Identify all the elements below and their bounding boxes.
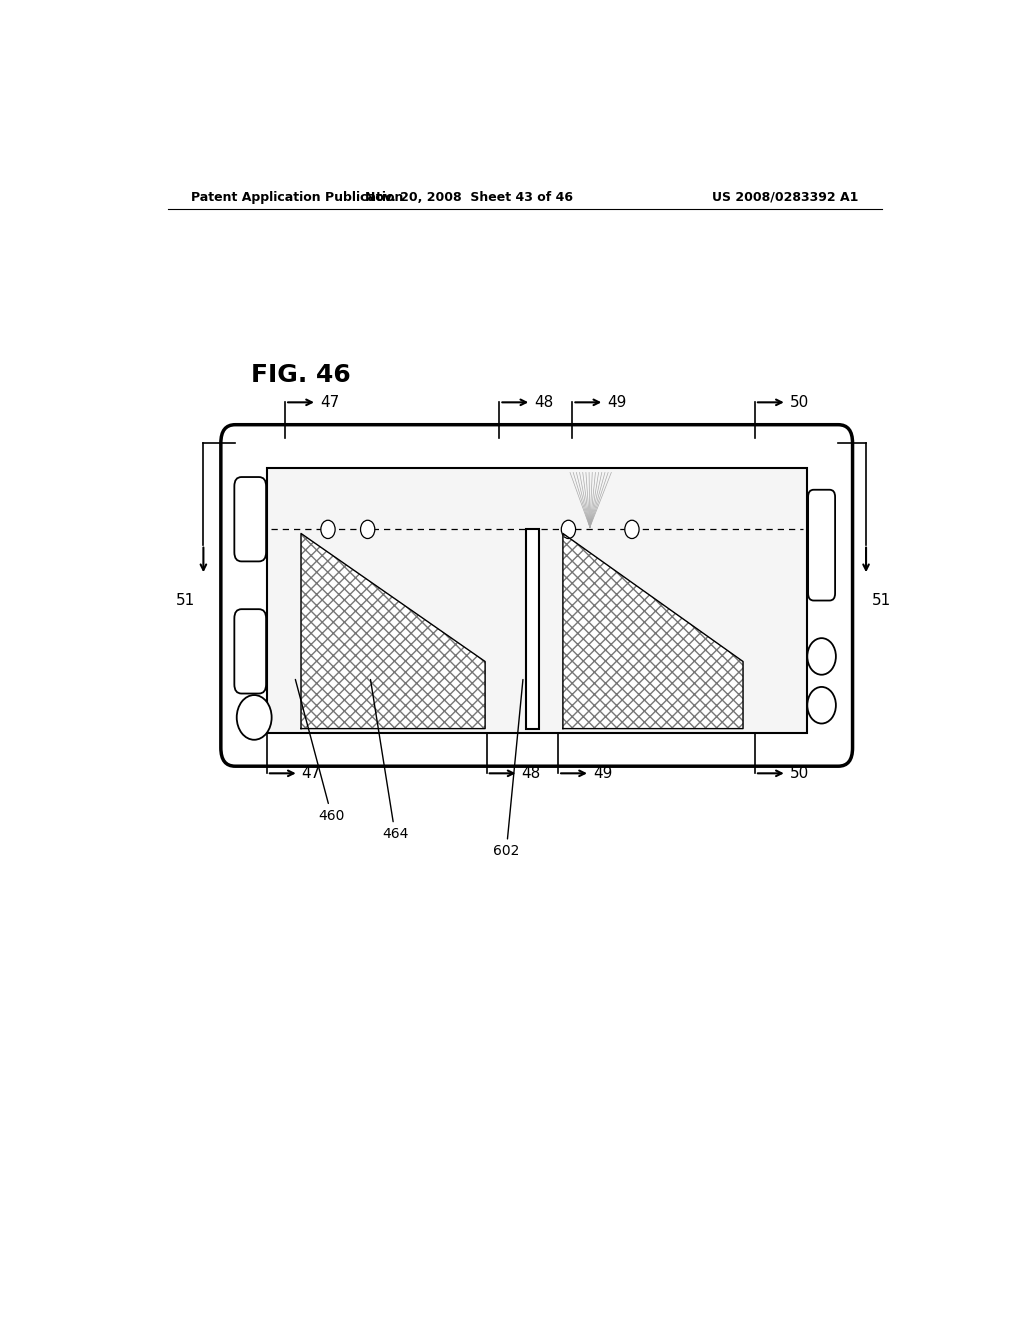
Text: 464: 464 [371, 680, 409, 841]
Text: 51: 51 [175, 594, 195, 609]
Text: 49: 49 [593, 766, 612, 781]
Circle shape [807, 638, 836, 675]
Text: 50: 50 [790, 766, 809, 781]
Text: 47: 47 [321, 395, 339, 409]
Text: Patent Application Publication: Patent Application Publication [191, 191, 403, 203]
Text: 48: 48 [535, 395, 554, 409]
Circle shape [360, 520, 375, 539]
Text: 48: 48 [521, 766, 541, 781]
Bar [526, 529, 539, 729]
Circle shape [625, 520, 639, 539]
Text: US 2008/0283392 A1: US 2008/0283392 A1 [712, 191, 858, 203]
Circle shape [321, 520, 335, 539]
Text: FIG. 46: FIG. 46 [251, 363, 351, 387]
Text: 460: 460 [295, 680, 345, 822]
Text: 602: 602 [494, 680, 523, 858]
FancyBboxPatch shape [808, 490, 836, 601]
Bar [267, 469, 807, 733]
Polygon shape [301, 533, 485, 729]
Text: 51: 51 [872, 594, 892, 609]
Text: 50: 50 [790, 395, 809, 409]
FancyBboxPatch shape [221, 425, 853, 766]
FancyBboxPatch shape [234, 609, 266, 693]
Text: Nov. 20, 2008  Sheet 43 of 46: Nov. 20, 2008 Sheet 43 of 46 [366, 191, 573, 203]
Polygon shape [563, 533, 743, 729]
Circle shape [807, 686, 836, 723]
FancyBboxPatch shape [234, 477, 266, 561]
Circle shape [237, 696, 271, 739]
Text: 49: 49 [607, 395, 627, 409]
Circle shape [561, 520, 575, 539]
Text: 47: 47 [301, 766, 321, 781]
